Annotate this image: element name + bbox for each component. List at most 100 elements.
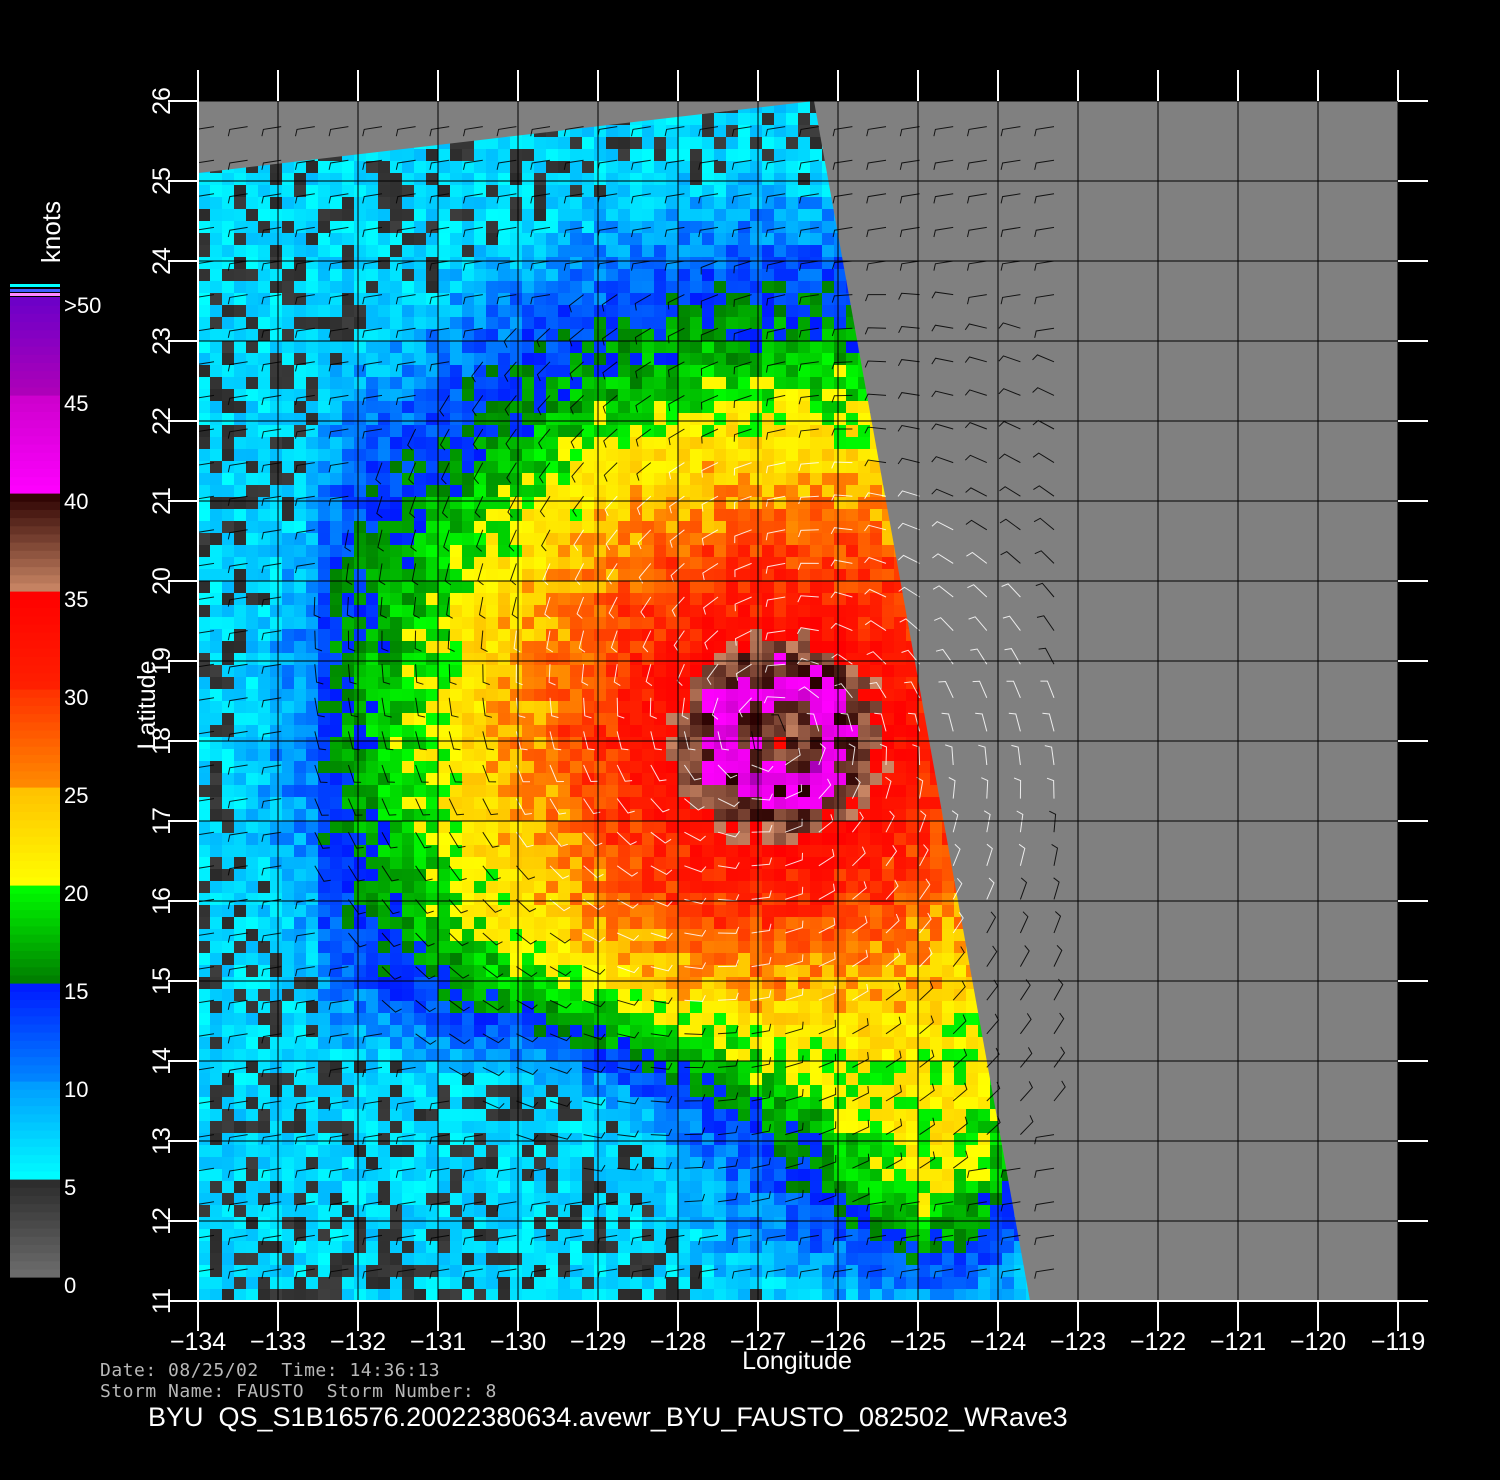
wind-barb [999,486,1021,497]
wind-barb [347,664,357,685]
wind-barb [650,1095,673,1103]
wind-barb [328,226,349,238]
x-tick-label: −122 [1130,1328,1186,1356]
wind-barb [198,529,215,533]
colorbar-band [10,574,60,584]
wind-barb [549,1066,572,1074]
wind-barb [650,1162,672,1170]
wind-barb [415,865,433,882]
wind-barb [933,159,954,170]
colorbar-band [10,868,60,878]
wind-barb [818,849,835,867]
wind-barb [634,294,652,311]
wind-barb [549,966,572,977]
wind-barb [933,193,954,204]
wind-barb [617,1130,639,1138]
wind-barb [482,731,495,751]
wind-barb [796,657,819,665]
wind-barb [965,487,988,497]
wind-barb [798,327,819,338]
wind-barb [362,394,383,406]
wind-barb [544,596,551,619]
wind-barb [415,966,436,980]
wind-barb [261,226,282,238]
wind-barb [530,1201,551,1212]
colorbar-band [10,705,60,715]
wind-barb [1032,387,1055,396]
y-tick-label: 24 [148,247,176,275]
wind-barb [1000,1201,1021,1212]
wind-barb [261,663,282,674]
time-value: 14:36:13 [349,1360,441,1381]
colorbar-band [10,1130,60,1139]
wind-barb [328,294,349,305]
x-tick-label: −131 [410,1328,466,1356]
wind-barb [395,260,416,271]
wind-barb [684,865,707,873]
wind-barb [583,764,598,783]
wind-barb [733,260,752,274]
wind-barb [602,395,618,414]
colorbar-band [10,1113,60,1123]
wind-barb [295,966,315,977]
wind-barb [506,462,517,484]
colorbar-band [10,501,60,510]
wind-barb [395,226,416,238]
wind-barb [649,697,657,719]
colorbar-stripe [10,284,60,287]
wind-barb [698,1234,719,1246]
wind-barb [1049,810,1057,833]
wind-barb [295,932,315,943]
wind-barb [295,260,315,271]
colorbar-band [10,313,60,323]
colorbar-band [10,934,60,943]
wind-barb [799,260,819,271]
wind-barb [443,529,450,552]
wind-barb [379,596,388,619]
wind-barb [832,1234,853,1246]
wind-barb [415,798,431,816]
wind-barb [496,159,517,170]
y-tick-label: 23 [148,327,176,355]
wind-barb [261,898,282,910]
wind-barb [635,361,652,379]
wind-barb [537,395,551,416]
wind-barb [616,697,625,719]
wind-barb [1034,260,1055,271]
wind-barb [227,831,248,842]
wind-barb [448,798,465,816]
colorbar-band [10,582,60,592]
wind-barb [681,697,689,720]
wind-barb [717,731,729,751]
wind-barb [799,1268,819,1279]
x-tick-label: −129 [570,1328,626,1356]
wind-barb [785,852,803,867]
wind-barb [198,764,215,769]
wind-barb [429,327,450,338]
storm-name-value: FAUSTO [236,1381,305,1402]
wind-barb [798,428,819,438]
wind-barb [798,361,819,372]
wind-barb [717,992,739,1001]
wind-barb [583,697,592,719]
wind-barb [765,193,786,204]
wind-barb [967,1167,987,1178]
x-tick-label: −120 [1290,1328,1346,1356]
wind-barb [549,1033,572,1042]
wind-barb [1032,452,1055,464]
colorbar-band [10,419,60,429]
x-tick-label: −128 [650,1328,706,1356]
wind-barb [998,453,1021,464]
wind-barb [931,423,954,430]
wind-barb [711,697,719,720]
wind-barb [463,294,483,305]
wind-barb [574,563,585,586]
wind-barb [198,1033,215,1037]
wind-barb [482,865,501,881]
wind-barb [874,712,887,732]
wind-barb [362,361,383,372]
colorbar-band [10,1179,60,1188]
wind-barb [516,932,537,945]
wind-barb [899,1234,920,1246]
wind-barb [583,1164,606,1172]
